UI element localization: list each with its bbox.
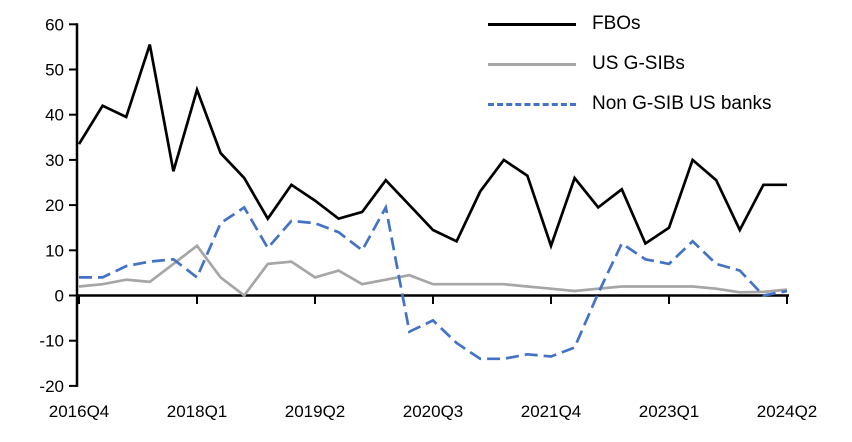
y-tick-label: 50 — [45, 61, 64, 80]
legend-line-swatch-fbos — [488, 22, 576, 26]
series-line-us-g-sibs — [78, 243, 788, 298]
y-tick-label: 30 — [45, 151, 64, 170]
x-tick-label: 2020Q3 — [403, 402, 464, 421]
legend-item-us-gsibs: US G-SIBs — [488, 44, 772, 84]
legend: FBOs US G-SIBs Non G-SIB US banks — [488, 4, 772, 124]
legend-label-non-gsib-us-banks: Non G-SIB US banks — [592, 93, 772, 114]
x-tick-label: 2023Q1 — [639, 402, 700, 421]
y-tick-label: 10 — [45, 241, 64, 260]
legend-label-us-gsibs: US G-SIBs — [592, 53, 685, 74]
legend-line-swatch-us-gsibs — [488, 62, 576, 66]
legend-label-fbos: FBOs — [592, 13, 641, 34]
series-line-non-g-sib-us-banks — [79, 203, 788, 361]
x-tick-label: 2019Q2 — [285, 402, 346, 421]
legend-item-fbos: FBOs — [488, 4, 772, 44]
y-tick-label: 60 — [45, 15, 64, 34]
legend-line-swatch-non-gsib-us-banks — [488, 102, 576, 106]
series-line-fbos — [77, 44, 787, 250]
y-tick-label: -20 — [39, 377, 64, 396]
legend-item-non-gsib-us-banks: Non G-SIB US banks — [488, 84, 772, 124]
y-tick-label: 0 — [55, 287, 64, 306]
x-tick-label: 2018Q1 — [167, 402, 228, 421]
y-tick-label: 20 — [45, 196, 64, 215]
x-tick-label: 2016Q4 — [49, 402, 110, 421]
y-tick-label: -10 — [39, 332, 64, 351]
x-tick-label: 2021Q4 — [521, 402, 582, 421]
y-tick-label: 40 — [45, 106, 64, 125]
x-tick-label: 2024Q2 — [757, 402, 818, 421]
